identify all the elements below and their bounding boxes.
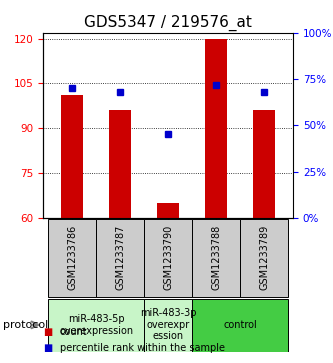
Bar <box>109 110 131 218</box>
Text: control: control <box>223 320 257 330</box>
Text: percentile rank within the sample: percentile rank within the sample <box>60 343 225 354</box>
Text: GSM1233790: GSM1233790 <box>163 225 173 290</box>
Text: protocol: protocol <box>3 320 49 330</box>
Text: ■: ■ <box>43 327 53 337</box>
Text: GSM1233787: GSM1233787 <box>115 225 125 290</box>
Text: GSM1233786: GSM1233786 <box>67 225 77 290</box>
Text: count: count <box>60 327 88 337</box>
Title: GDS5347 / 219576_at: GDS5347 / 219576_at <box>84 15 252 31</box>
Bar <box>158 203 179 218</box>
Bar <box>61 95 83 218</box>
FancyBboxPatch shape <box>48 299 145 351</box>
Text: GSM1233789: GSM1233789 <box>259 225 269 290</box>
Bar <box>253 110 275 218</box>
Text: miR-483-3p
overexpr
ession: miR-483-3p overexpr ession <box>140 308 196 342</box>
FancyBboxPatch shape <box>144 219 192 297</box>
FancyBboxPatch shape <box>192 299 288 351</box>
FancyBboxPatch shape <box>96 219 145 297</box>
FancyBboxPatch shape <box>48 219 96 297</box>
Text: miR-483-5p
overexpression: miR-483-5p overexpression <box>59 314 133 336</box>
FancyBboxPatch shape <box>144 299 192 351</box>
FancyBboxPatch shape <box>192 219 240 297</box>
Bar <box>205 38 227 218</box>
FancyBboxPatch shape <box>240 219 288 297</box>
Text: ■: ■ <box>43 343 53 354</box>
Text: GSM1233788: GSM1233788 <box>211 225 221 290</box>
